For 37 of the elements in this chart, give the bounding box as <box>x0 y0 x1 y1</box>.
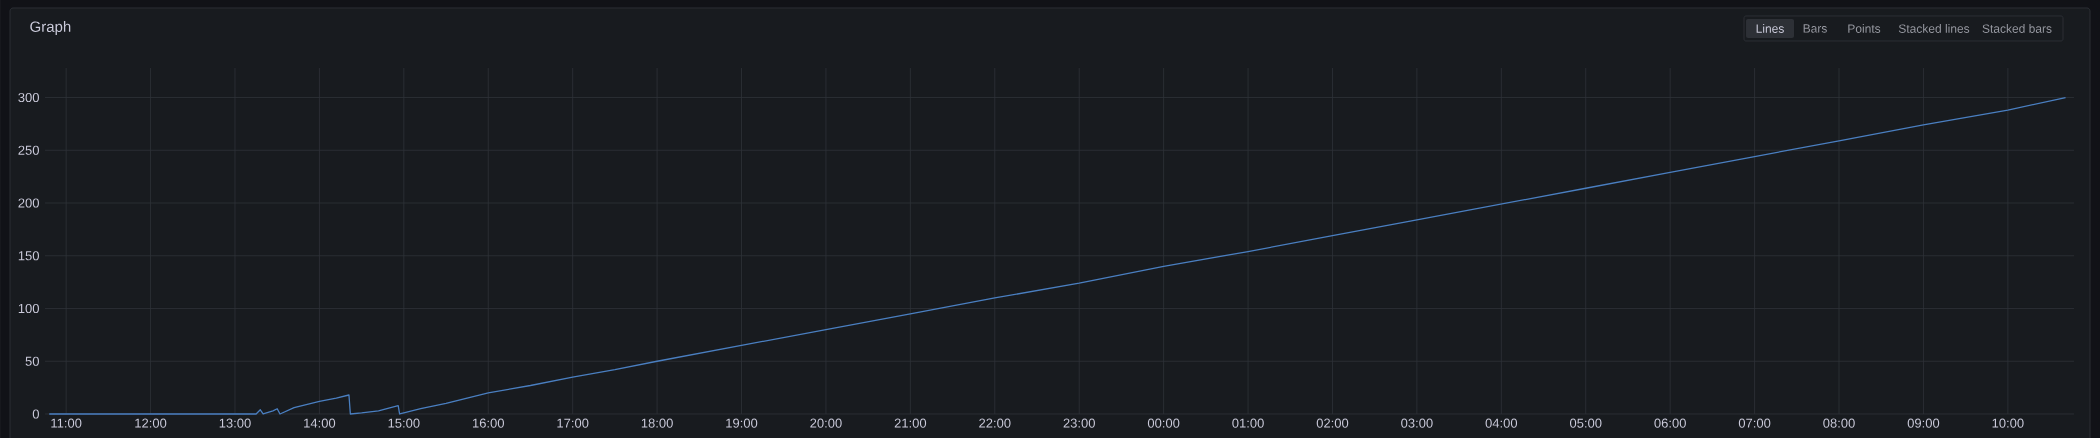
x-tick-label: 22:00 <box>979 418 1011 428</box>
x-tick-label: 12:00 <box>135 418 167 428</box>
x-tick-label: 21:00 <box>894 418 927 428</box>
x-tick-label: 23:00 <box>1063 418 1095 428</box>
y-tick-label: 250 <box>18 145 39 155</box>
x-tick-label: 20:00 <box>810 418 842 428</box>
x-tick-label: 06:00 <box>1654 418 1686 428</box>
x-tick-label: 04:00 <box>1485 418 1518 428</box>
x-tick-label: 17:00 <box>557 418 589 428</box>
x-tick-label: 05:00 <box>1569 418 1602 428</box>
x-tick-label: 18:00 <box>641 418 673 428</box>
y-tick-label: 300 <box>18 92 39 103</box>
x-tick-label: 01:00 <box>1232 418 1264 428</box>
x-tick-label: 08:00 <box>1823 418 1855 428</box>
text: Stacked bars <box>1982 24 2052 33</box>
text: Lines <box>1756 24 1784 33</box>
y-tick-label: 150 <box>18 251 39 261</box>
x-tick-label: 13:00 <box>219 418 251 428</box>
x-tick-label: 15:00 <box>388 418 420 428</box>
text: Points <box>1848 24 1881 33</box>
x-tick-label: 14:00 <box>304 418 336 428</box>
x-tick-label: 19:00 <box>726 418 758 428</box>
x-tick-label: 09:00 <box>1907 418 1940 428</box>
chart-title: Graph <box>30 21 71 35</box>
x-tick-label: 03:00 <box>1401 418 1433 428</box>
x-tick-label: 16:00 <box>472 418 505 428</box>
y-tick-label: 0 <box>32 409 39 419</box>
y-tick-label: 50 <box>25 356 39 366</box>
text: Bars <box>1803 24 1827 33</box>
x-tick-label: 02:00 <box>1316 418 1349 428</box>
x-tick-label: 00:00 <box>1147 418 1180 428</box>
y-tick-label: 200 <box>18 198 39 208</box>
x-tick-label: 10:00 <box>1992 418 2024 428</box>
text: Stacked lines <box>1898 24 1970 33</box>
x-tick-label: 11:00 <box>51 418 82 428</box>
x-tick-label: 07:00 <box>1738 418 1771 428</box>
y-tick-label: 100 <box>18 303 39 314</box>
